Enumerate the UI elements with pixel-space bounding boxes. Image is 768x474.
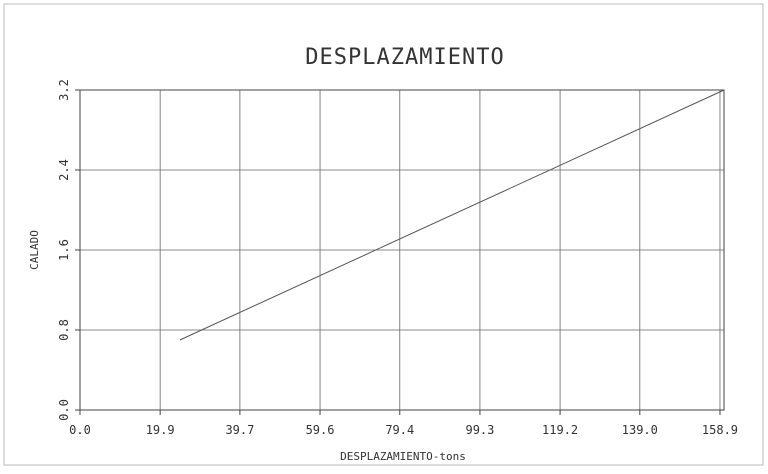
series-layer — [179, 89, 725, 341]
grid-layer — [79, 89, 724, 411]
x-tick-label: 158.9 — [702, 423, 738, 437]
x-tick-label: 99.3 — [465, 423, 494, 437]
y-tick-label: 3.2 — [57, 79, 71, 101]
data-series-line — [179, 89, 725, 341]
x-tick-label: 119.2 — [542, 423, 578, 437]
y-tick-label: 0.0 — [57, 399, 71, 421]
x-axis-label: DESPLAZAMIENTO-tons — [340, 450, 466, 463]
x-tick-label: 39.7 — [225, 423, 254, 437]
chart-title: DESPLAZAMIENTO — [305, 45, 504, 70]
outer-border — [3, 3, 764, 466]
x-tick-label: 59.6 — [306, 423, 335, 437]
y-tick-label: 0.8 — [57, 319, 71, 341]
x-tick-label: 79.4 — [385, 423, 414, 437]
y-tick-label: 2.4 — [57, 159, 71, 181]
x-tick-label: 19.9 — [146, 423, 175, 437]
x-tick-label: 139.0 — [622, 423, 658, 437]
tick-label-layer: 0.0 19.9 39.7 59.6 79.4 99.3 119.2 139.0 158.9 0.… — [57, 79, 738, 437]
y-axis-label: CALADO — [28, 230, 41, 270]
x-tick-label: 0.0 — [69, 423, 91, 437]
y-tick-label: 1.6 — [57, 239, 71, 261]
plot-border — [79, 89, 725, 411]
